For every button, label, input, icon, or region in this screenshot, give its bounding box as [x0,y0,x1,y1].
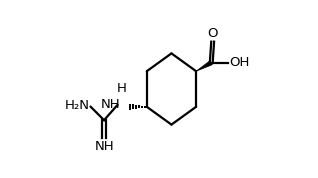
Text: H₂N: H₂N [65,98,89,112]
Polygon shape [196,61,212,71]
Text: NH: NH [101,98,121,111]
Text: O: O [207,27,218,40]
Text: H: H [117,82,127,95]
Text: NH: NH [94,140,114,153]
Text: OH: OH [229,56,250,69]
